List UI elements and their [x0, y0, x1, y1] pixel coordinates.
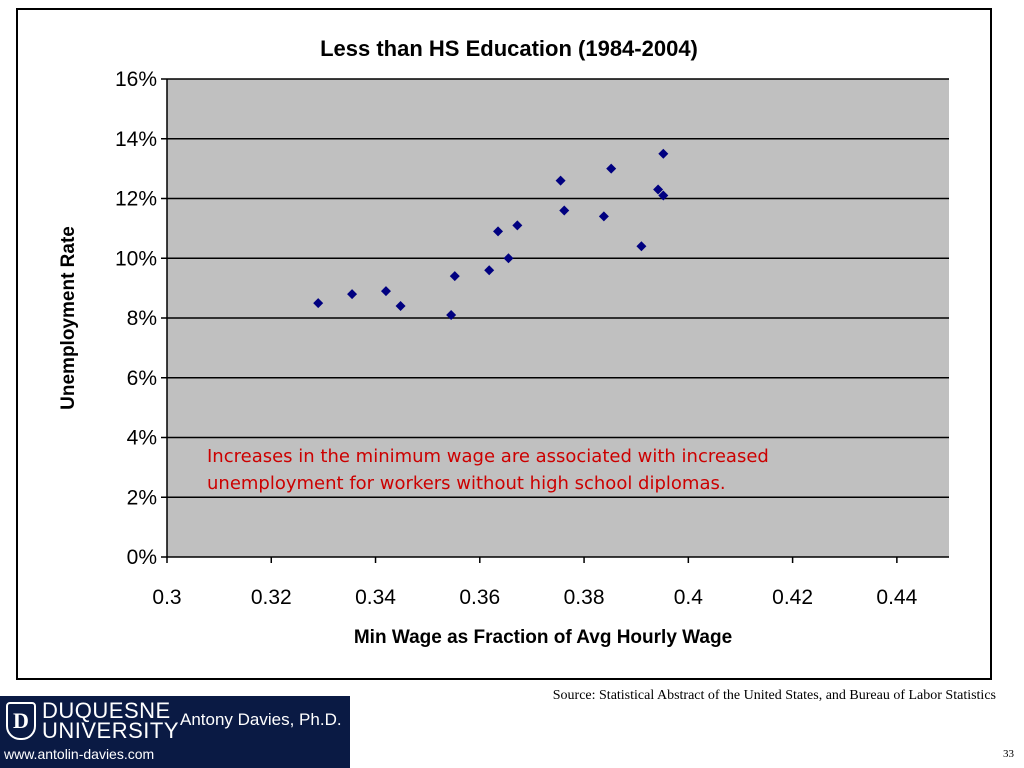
y-tick-label: 10% [115, 247, 157, 270]
author-name: Antony Davies, Ph.D. [180, 710, 342, 729]
university-emblem-icon: D [6, 702, 36, 740]
source-note: Source: Statistical Abstract of the Unit… [552, 688, 996, 703]
data-point [493, 226, 504, 237]
data-point [636, 241, 647, 252]
annotation-line-2: unemployment for workers without high sc… [207, 473, 726, 494]
data-point [380, 286, 391, 297]
data-points [313, 148, 669, 321]
data-point [658, 148, 669, 159]
y-tick-label: 2% [127, 486, 157, 509]
data-point [503, 253, 514, 264]
chart-title: Less than HS Education (1984-2004) [320, 36, 698, 61]
logo-name-line-1: DUQUESNE [42, 698, 171, 723]
logo-name-line-2: UNIVERSITY [42, 718, 180, 743]
data-point [606, 163, 617, 174]
scatter-chart: 0% 2% 4% 6% 8% 10% 12% 14% 16% 0.3 0.32 0.34 0.36 0.3… [58, 36, 949, 648]
data-point [658, 190, 669, 201]
data-point [484, 265, 495, 276]
data-point [313, 298, 324, 309]
y-tick-label: 0% [127, 546, 157, 569]
data-point [395, 301, 406, 312]
x-tick-label: 0.32 [251, 586, 292, 609]
data-point [512, 220, 523, 231]
chart-frame: 0% 2% 4% 6% 8% 10% 12% 14% 16% 0.3 0.32 0.34 0.36 0.3… [16, 8, 992, 680]
y-tick-label: 4% [127, 427, 157, 450]
data-point [446, 310, 457, 321]
university-logo-banner: D DUQUESNE UNIVERSITY Antony Davies, Ph.… [0, 696, 350, 768]
x-tick-label: 0.42 [772, 586, 813, 609]
y-tick-label: 14% [115, 128, 157, 151]
x-tick-label: 0.4 [674, 586, 704, 609]
x-tick-label: 0.38 [564, 586, 605, 609]
page-number: 33 [1003, 748, 1014, 760]
x-tick-label: 0.44 [876, 586, 917, 609]
y-axis-label: Unemployment Rate [58, 226, 79, 410]
y-tick-label: 8% [127, 307, 157, 330]
website-url: www.antolin-davies.com [4, 746, 155, 762]
y-tick-label: 12% [115, 188, 157, 211]
annotation-line-1: Increases in the minimum wage are associ… [207, 446, 769, 467]
x-axis-label: Min Wage as Fraction of Avg Hourly Wage [354, 627, 732, 648]
data-point [449, 271, 460, 282]
data-point [559, 205, 570, 216]
x-tick-label: 0.3 [152, 586, 181, 609]
axes: 0% 2% 4% 6% 8% 10% 12% 14% 16% 0.3 0.32 0.34 0.36 0.3… [115, 68, 949, 609]
y-tick-label: 6% [127, 367, 157, 390]
y-tick-label: 16% [115, 68, 157, 91]
data-point [555, 175, 566, 186]
gridlines [167, 78, 949, 498]
x-tick-label: 0.36 [459, 586, 500, 609]
data-point [653, 184, 664, 195]
data-point [598, 211, 609, 222]
data-point [347, 289, 358, 300]
x-tick-label: 0.34 [355, 586, 396, 609]
